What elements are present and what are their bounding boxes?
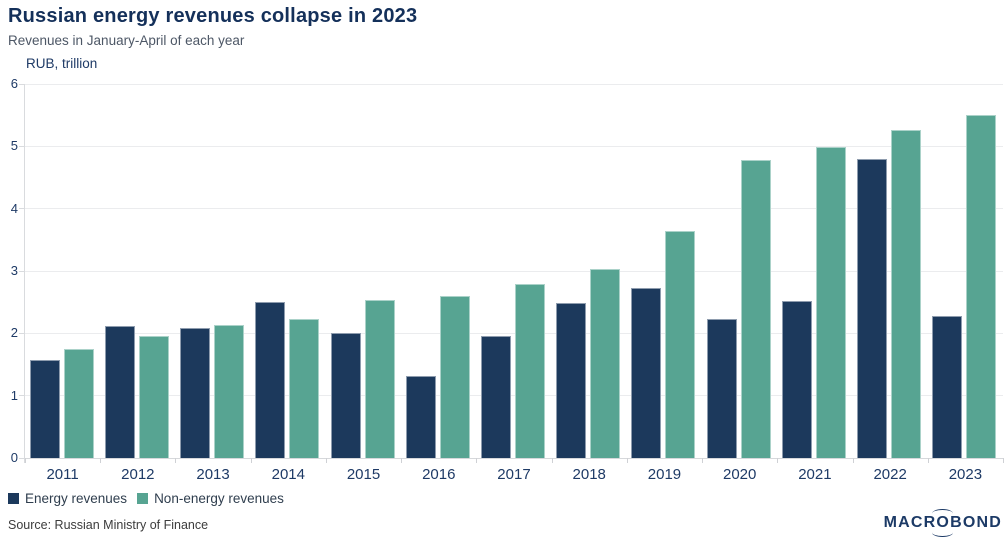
y-tick-mark-6 [19,83,24,85]
legend-swatch-icon [137,493,149,504]
x-tick-mark-0 [25,458,26,463]
bar-non-energy-2019 [665,231,696,458]
bar-energy-2022 [857,159,888,458]
y-tick-label-0: 0 [10,450,18,465]
macrobond-logo: MACROBOND [883,509,1002,537]
gridline-y-1 [25,395,1003,397]
x-axis-label-2013: 2013 [196,466,230,483]
gridline-y-2 [25,332,1003,334]
x-axis-label-2019: 2019 [647,466,682,483]
y-axis-line [24,84,25,463]
x-tick-mark-2 [175,458,177,463]
bar-energy-2019 [631,288,662,458]
bar-energy-2012 [104,326,135,458]
x-tick-mark-6 [476,458,478,463]
bar-energy-2014 [255,301,286,458]
x-tick-mark-1 [100,458,102,463]
x-tick-mark-13 [1003,458,1004,463]
y-tick-mark-4 [19,208,24,210]
x-tick-mark-5 [401,458,403,463]
bar-non-energy-2014 [289,319,320,458]
y-axis-unit-label: RUB, trillion [26,56,98,71]
x-axis-label-2014: 2014 [271,466,305,483]
gridline-y-0 [25,457,1003,459]
bar-non-energy-2013 [214,324,245,458]
x-axis-label-2017: 2017 [497,466,531,483]
logo-orbit-o: O [932,509,953,537]
x-tick-mark-8 [626,458,628,463]
bar-non-energy-2016 [439,295,470,458]
bar-non-energy-2018 [590,268,621,458]
x-axis-label-2012: 2012 [121,466,155,483]
y-tick-mark-1 [19,395,24,397]
x-axis-label-2015: 2015 [346,466,381,483]
bar-non-energy-2021 [815,146,846,458]
y-tick-mark-3 [19,270,24,272]
x-axis-label-2018: 2018 [572,466,606,483]
gridline-y-3 [25,270,1003,272]
legend-item-energy: Energy revenues [8,491,127,506]
y-tick-label-6: 6 [10,76,18,91]
logo-text-suffix: BOND [950,514,1002,531]
x-axis-label-2023: 2023 [948,466,983,483]
y-tick-label-5: 5 [10,138,18,154]
legend-item-non-energy: Non-energy revenues [137,491,284,506]
logo-text-prefix: MACR [883,514,937,531]
bar-energy-2023 [932,315,963,458]
y-tick-mark-0 [19,457,24,459]
x-tick-mark-7 [551,458,553,463]
x-tick-mark-12 [927,458,929,463]
bar-energy-2018 [556,302,587,458]
chart-title: Russian energy revenues collapse in 2023 [8,5,418,27]
bar-energy-2021 [781,300,812,458]
bar-energy-2020 [706,319,737,458]
bar-energy-2011 [29,360,60,458]
x-tick-mark-4 [325,458,327,463]
y-tick-mark-2 [19,332,24,334]
y-tick-label-1: 1 [10,387,18,403]
gridline-y-6 [25,83,1003,85]
x-tick-mark-9 [702,458,704,463]
bar-non-energy-2015 [364,299,395,458]
legend: Energy revenues Non-energy revenues [8,491,284,506]
x-axis-label-2022: 2022 [873,466,907,483]
x-tick-mark-10 [777,458,779,463]
chart-subtitle: Revenues in January-April of each year [8,33,245,48]
plot-area: 0 1 2 3 4 5 6 2011 2012 2013 2014 2015 2016 2017 2018 2… [11,76,1004,483]
bar-non-energy-2022 [891,130,922,458]
y-tick-label-4: 4 [10,200,18,216]
bar-non-energy-2017 [514,284,545,458]
x-tick-mark-11 [852,458,854,463]
x-axis-label-2016: 2016 [422,466,456,483]
legend-swatch-icon [8,493,19,504]
bar-energy-2013 [180,328,211,458]
x-tick-mark-3 [250,458,252,463]
bar-energy-2016 [405,376,436,458]
legend-label: Energy revenues [25,491,128,506]
y-tick-label-2: 2 [10,325,18,341]
bar-non-energy-2023 [966,114,997,458]
bar-non-energy-2020 [740,160,771,458]
bar-non-energy-2012 [138,336,169,458]
x-axis-label-2020: 2020 [722,466,757,483]
legend-label: Non-energy revenues [154,491,284,506]
bar-energy-2015 [330,332,361,458]
y-tick-mark-5 [19,145,24,147]
x-axis-label-2021: 2021 [798,466,832,483]
bar-non-energy-2011 [63,348,94,458]
gridline-y-5 [25,145,1003,147]
x-axis-label-2011: 2011 [46,466,79,483]
gridline-y-4 [25,208,1003,210]
bar-energy-2017 [480,335,511,458]
y-tick-label-3: 3 [10,263,18,278]
source-note: Source: Russian Ministry of Finance [8,518,209,532]
